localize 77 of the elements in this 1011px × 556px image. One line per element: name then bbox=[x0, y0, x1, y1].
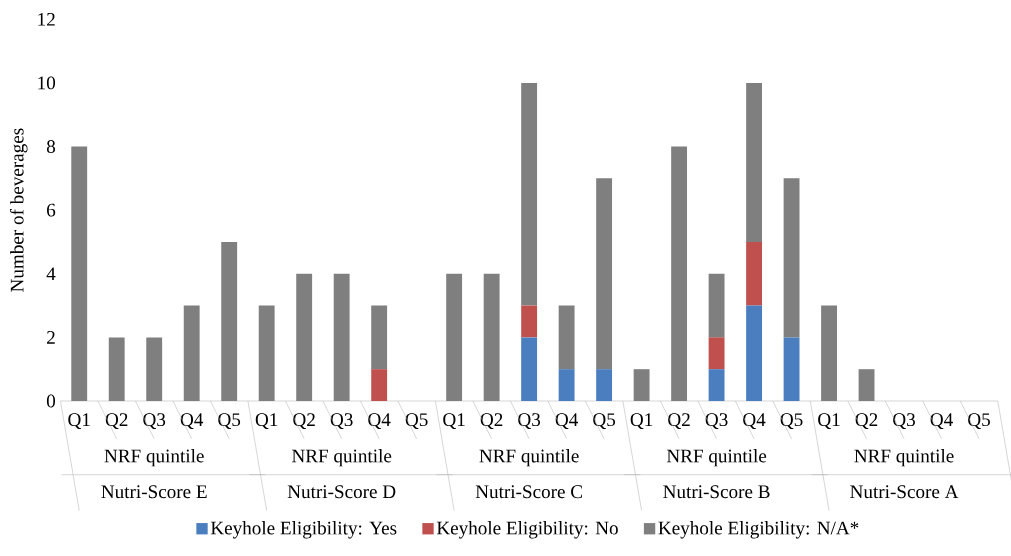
bar bbox=[371, 369, 388, 402]
text: Nutri-Score E bbox=[101, 485, 207, 499]
bar bbox=[746, 82, 763, 242]
bar bbox=[483, 273, 500, 402]
x-tick-label: Q2 bbox=[105, 413, 128, 430]
y-tick-label: 4 bbox=[46, 267, 56, 281]
x-tick-label: Q5 bbox=[405, 413, 428, 430]
x-tick-label: Q1 bbox=[630, 413, 653, 430]
bar bbox=[708, 273, 725, 338]
x-tick-label: Q1 bbox=[818, 413, 840, 430]
y-axis-title: Number of beverages bbox=[9, 128, 28, 292]
bar bbox=[521, 305, 538, 338]
bar bbox=[821, 305, 837, 402]
x-tick-label: Q2 bbox=[855, 413, 878, 430]
bar bbox=[446, 273, 463, 402]
text: NRF quintile bbox=[854, 449, 954, 467]
x-tick-label: Q3 bbox=[705, 413, 728, 430]
y-tick-label: 12 bbox=[38, 12, 55, 26]
legend-label: Keyhole Eligibility: N/A* bbox=[658, 521, 859, 539]
bar bbox=[558, 369, 575, 402]
bar bbox=[858, 369, 875, 402]
y-tick-label: 6 bbox=[47, 203, 56, 217]
x-tick-label: Q2 bbox=[293, 413, 315, 430]
x-tick-label: Q4 bbox=[555, 413, 579, 430]
x-tick-label: Q2 bbox=[480, 413, 503, 430]
y-tick-label: 0 bbox=[46, 394, 56, 408]
bar bbox=[596, 369, 613, 402]
bar bbox=[371, 305, 388, 370]
text: Nutri-Score D bbox=[287, 485, 396, 499]
bar bbox=[258, 305, 275, 402]
bar bbox=[221, 241, 238, 402]
bar bbox=[708, 369, 725, 402]
x-tick-label: Q1 bbox=[68, 413, 90, 430]
bar bbox=[108, 337, 125, 402]
x-tick-label: Q3 bbox=[893, 413, 915, 430]
bar bbox=[558, 305, 575, 370]
x-tick-label: Q2 bbox=[668, 413, 690, 430]
text: NRF quintile bbox=[104, 449, 204, 467]
x-tick-label: Q3 bbox=[518, 413, 541, 430]
text: NRF quintile bbox=[291, 449, 392, 467]
bar bbox=[783, 337, 800, 402]
bar bbox=[746, 305, 763, 402]
y-tick-label: 10 bbox=[38, 76, 56, 90]
x-tick-label: Q5 bbox=[780, 413, 803, 430]
x-tick-label: Q4 bbox=[930, 413, 953, 430]
bar bbox=[146, 337, 163, 402]
bar bbox=[296, 273, 313, 402]
bar bbox=[708, 337, 725, 370]
bar bbox=[671, 146, 688, 402]
text: Nutri-Score A bbox=[850, 485, 959, 499]
bar bbox=[183, 305, 200, 402]
x-tick-label: Q1 bbox=[255, 413, 278, 430]
text: Nutri-Score C bbox=[475, 485, 582, 499]
x-tick-label: Q5 bbox=[218, 413, 241, 430]
bar bbox=[521, 337, 538, 402]
bar bbox=[746, 241, 763, 306]
bar bbox=[596, 178, 613, 370]
x-tick-label: Q5 bbox=[968, 413, 990, 430]
x-tick-label: Q1 bbox=[443, 413, 465, 430]
text: NRF quintile bbox=[479, 449, 579, 467]
x-tick-label: Q4 bbox=[368, 413, 391, 430]
x-tick-label: Q4 bbox=[743, 413, 766, 430]
legend-label: Keyhole Eligibility: Yes bbox=[210, 521, 397, 539]
x-tick-label: Q3 bbox=[330, 413, 353, 430]
text: NRF quintile bbox=[666, 449, 767, 467]
y-tick-label: 2 bbox=[47, 331, 55, 344]
bar bbox=[521, 82, 538, 306]
legend-label: Keyhole Eligibility: No bbox=[436, 521, 618, 539]
y-tick-label: 8 bbox=[46, 140, 56, 153]
bar bbox=[783, 178, 800, 338]
bar bbox=[333, 273, 350, 402]
text: Nutri-Score B bbox=[663, 485, 770, 499]
x-tick-label: Q5 bbox=[593, 413, 616, 430]
x-tick-label: Q4 bbox=[180, 413, 204, 430]
bar bbox=[71, 146, 88, 402]
bar bbox=[633, 369, 650, 402]
x-tick-label: Q3 bbox=[143, 413, 166, 430]
